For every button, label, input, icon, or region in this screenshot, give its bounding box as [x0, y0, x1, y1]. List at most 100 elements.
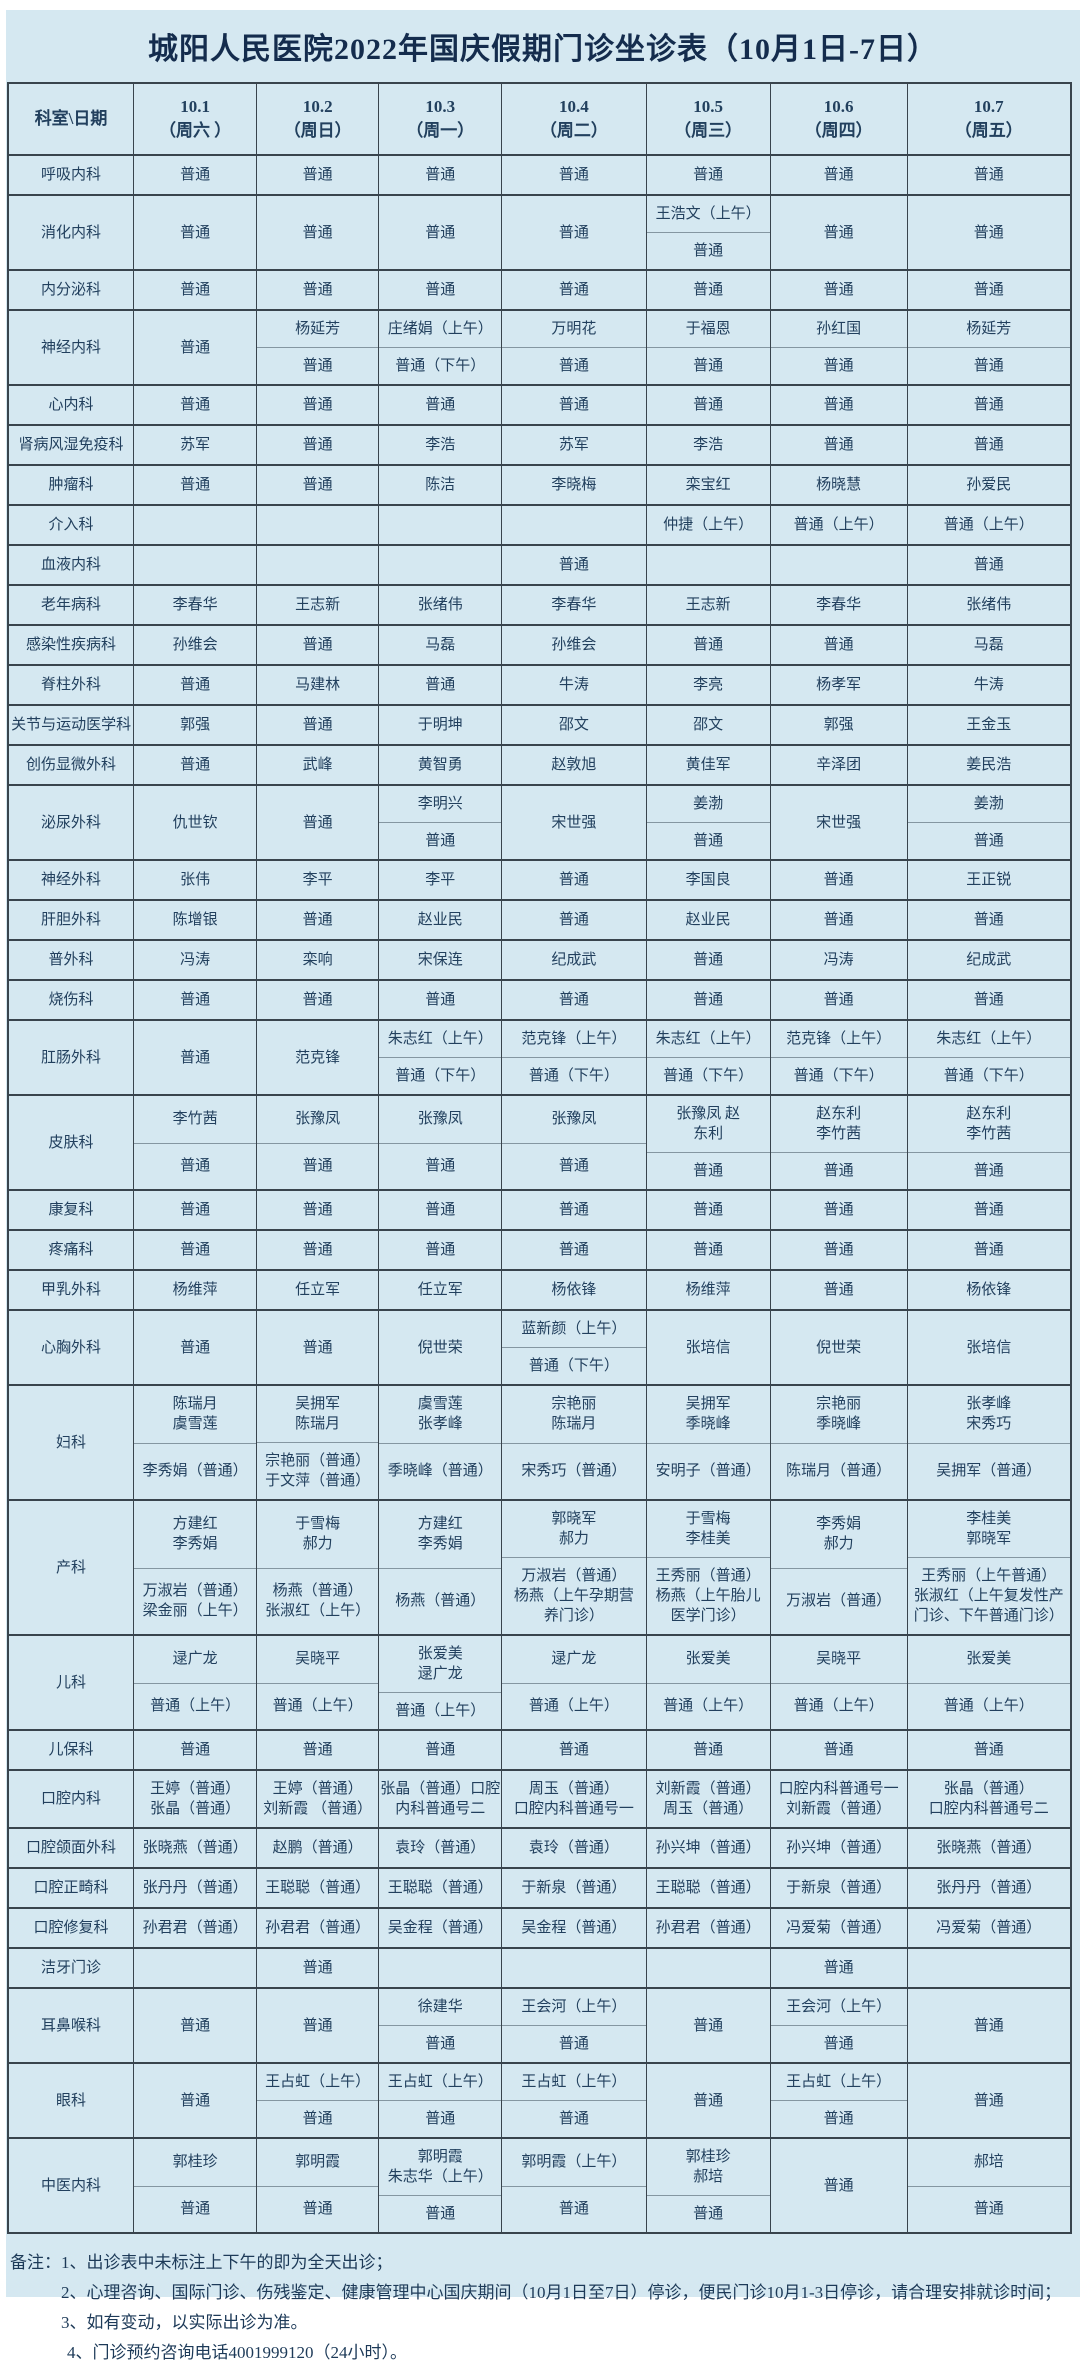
cell-text-line: 普通 [180, 224, 211, 241]
cell-text-line: 杨燕（上午孕期营 [513, 1588, 634, 1604]
schedule-cell-top: 方建红 李秀娟 [379, 1501, 501, 1568]
cell-text-line: （周五） [954, 121, 1023, 140]
cell-text-line: 仲捷（上午） [663, 517, 754, 533]
schedule-cell-bottom: 普通（上午） [502, 1682, 646, 1730]
schedule-cell: 吴金程（普通） [378, 1909, 501, 1947]
cell-text-line: 方建红 [417, 1516, 463, 1533]
schedule-cell: 赵东利 李竹茜 普通 [906, 1096, 1070, 1189]
schedule-cell-top: 逯广龙 [134, 1636, 256, 1683]
schedule-cell: 杨延芳 普通 [906, 311, 1070, 384]
cell-text-line: 张丹丹（普通） [142, 1880, 248, 1896]
schedule-cell: 冯爱菊（普通） [906, 1909, 1070, 1947]
schedule-cell [378, 1949, 501, 1987]
schedule-cell: 王聪聪（普通） [256, 1869, 378, 1907]
cell-text-line: 邵文 [693, 717, 724, 733]
schedule-cell: 普通 [501, 861, 645, 899]
cell-text-line: 皮肤科 [48, 1134, 94, 1151]
schedule-cell: 于雪梅 郝力 杨燕（普通） 张淑红（上午） [256, 1501, 379, 1634]
schedule-cell-bottom: 普通 [257, 2100, 379, 2137]
cell-text-line: 普通 [180, 1242, 211, 1258]
schedule-cell: 仇世钦 [133, 786, 256, 859]
cell-text-line: 郭明霞 [295, 2154, 341, 2171]
cell-text-line: 杨维萍 [685, 1282, 731, 1298]
schedule-cell: 于雪梅 李桂美 王秀丽（普通） 杨燕（上午胎儿 医学门诊） [645, 1501, 770, 1634]
department-label: 关节与运动医学科 [9, 706, 133, 744]
note-line: 3、如有变动，以实际出诊为准。 [61, 2313, 308, 2332]
schedule-cell-top: 吴拥军 陈瑞月 [257, 1386, 378, 1442]
schedule-cell-top: 朱志红（上午） [647, 1021, 770, 1057]
schedule-cell-top: 王占虹（上午） [379, 2064, 501, 2100]
department-label: 感染性疾病科 [9, 626, 133, 664]
schedule-cell: 普通 [769, 426, 907, 464]
table-row: 疼痛科 普通 普通 普通 普通 普通 普通 普通 [9, 1231, 1070, 1271]
cell-text-line: 李竹茜 [966, 1126, 1012, 1142]
schedule-cell: 郭明霞（上午） 普通 [501, 2139, 646, 2232]
cell-text-line: 王婷（普通） [272, 1781, 363, 1797]
schedule-cell: 徐建华 普通 [378, 1989, 502, 2062]
cell-text-line: 普通 [180, 992, 211, 1008]
table-row: 产科 方建红 李秀娟 万淑岩（普通） 梁金丽（上午） 于雪梅 郝力 杨燕（普通） 张淑红（上午）… [9, 1501, 1070, 1636]
cell-text-line: 10.1 [180, 97, 211, 116]
schedule-cell-top: 郭明霞（上午） [502, 2139, 645, 2186]
cell-text-line: 普通 [693, 1163, 724, 1179]
schedule-cell: 陈瑞月 虞雪莲 李秀娟（普通） [133, 1386, 257, 1499]
cell-text-line: 李春华 [551, 597, 597, 613]
schedule-cell: 任立军 [378, 1271, 501, 1309]
cell-text-line: 普通 [302, 2111, 333, 2127]
cell-text-line: 洁牙门诊 [41, 1960, 102, 1976]
cell-text-line: 万淑岩（普通） [521, 1568, 627, 1584]
cell-text-line: 普通 [302, 1960, 333, 1976]
cell-text-line: 普通（下午） [528, 1068, 619, 1084]
schedule-cell-top: 于福恩 [647, 311, 770, 347]
cell-text-line: 肿瘤科 [48, 477, 94, 493]
cell-text-line: 普通 [558, 557, 589, 573]
schedule-cell-bottom: 普通 [257, 2185, 379, 2233]
schedule-cell: 李晓梅 [501, 466, 645, 504]
cell-text-line: 牛涛 [558, 677, 589, 693]
table-row: 中医内科 郭桂珍 普通 郭明霞 普通 郭明霞 朱志华（上午） 普通 郭明霞（上午） 普通 郭桂珍 郝培… [9, 2139, 1070, 2232]
cell-text-line: 普通 [302, 397, 333, 413]
cell-text-line: 宋秀巧（普通） [521, 1463, 627, 1480]
cell-text-line: 黄智勇 [417, 757, 463, 773]
schedule-cell: 普通 [645, 941, 770, 979]
date-column-header: 10.1 （周六 ） [133, 84, 256, 154]
cell-text-line: 张豫凤 [551, 1111, 597, 1128]
schedule-cell-top: 朱志红（上午） [908, 1021, 1070, 1057]
cell-text-line: 普通 [302, 224, 333, 241]
cell-text-line: 普通 [425, 992, 456, 1008]
cell-text-line: 李春华 [172, 597, 218, 613]
schedule-cell: 普通 [501, 546, 645, 584]
schedule-cell: 普通 [133, 1731, 256, 1769]
schedule-cell: 王占虹（上午） 普通 [378, 2064, 502, 2137]
cell-text-line: 虞雪莲 [172, 1416, 218, 1433]
schedule-cell-bottom: 普通 [646, 2195, 770, 2232]
schedule-cell: 普通 [906, 546, 1070, 584]
schedule-cell-top: 吴晓平 [771, 1636, 907, 1683]
corner-header: 科室\日期 [34, 109, 108, 128]
cell-text-line: 普通（上午） [150, 1698, 241, 1715]
cell-text-line: 普通（上午） [793, 1698, 884, 1715]
schedule-cell [133, 506, 256, 544]
cell-text-line: 普通 [425, 1742, 456, 1758]
schedule-cell: 王金玉 [906, 706, 1070, 744]
cell-text-line: 普通 [302, 1158, 333, 1175]
schedule-cell-bottom: 普通 [770, 2025, 907, 2062]
schedule-cell-bottom: 普通 [770, 2100, 907, 2137]
cell-text-line: 普通 [302, 814, 333, 831]
schedule-cell-top: 李明兴 [379, 786, 501, 822]
schedule-cell-top: 姜渤 [647, 786, 770, 822]
cell-text-line: 冯爱菊（普通） [936, 1920, 1042, 1936]
cell-text-line: 普通 [823, 1202, 854, 1218]
schedule-cell-top: 张豫凤 [257, 1096, 378, 1143]
table-row: 老年病科 李春华 王志新 张绪伟 李春华 王志新 李春华 张绪伟 [9, 586, 1070, 626]
schedule-cell [645, 546, 770, 584]
cell-text-line: 疼痛科 [48, 1242, 94, 1258]
cell-text-line: 王婷（普通） [150, 1781, 241, 1797]
schedule-cell-top: 孙红国 [771, 311, 907, 347]
cell-text-line: 甲乳外科 [41, 1282, 102, 1298]
cell-text-line: 孙君君（普通） [265, 1920, 371, 1936]
schedule-cell [378, 506, 501, 544]
schedule-cell: 普通 [501, 196, 645, 269]
schedule-cell-top: 吴拥军 季晓峰 [647, 1386, 770, 1443]
department-label: 洁牙门诊 [9, 1949, 133, 1987]
